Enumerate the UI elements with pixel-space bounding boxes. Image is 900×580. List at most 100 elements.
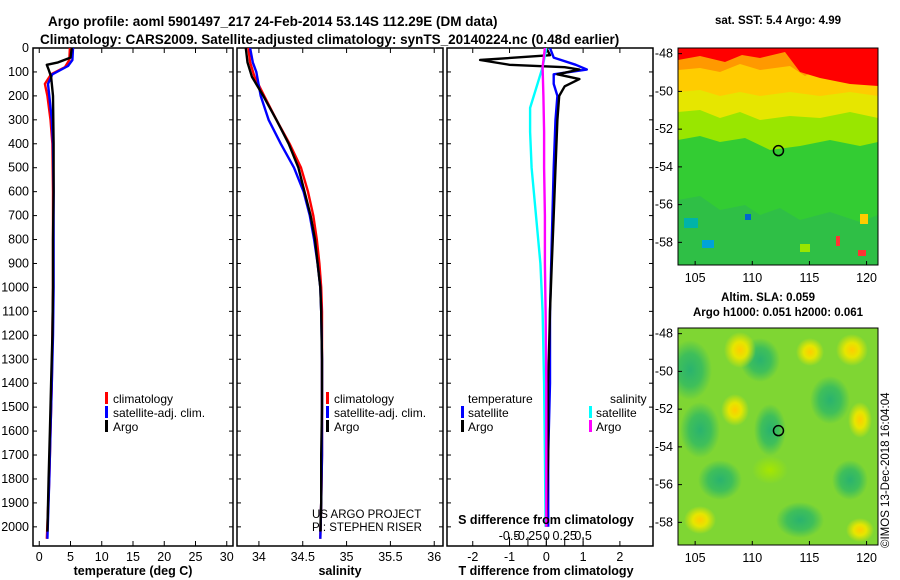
map-y-tick-label: -50 [655, 364, 673, 378]
legend-climatology-label: climatology [334, 392, 394, 406]
legend-satellite-label: satellite-adj. clim. [113, 406, 205, 420]
imos-watermark: ©IMOS 13-Dec-2018 16:04:04 [880, 392, 892, 548]
depth-tick-label: 1900 [1, 496, 29, 510]
map-y-tick-label: -48 [655, 327, 673, 341]
salinity-tick-label: 34.5 [291, 550, 315, 564]
depth-tick-label: 2000 [1, 520, 29, 534]
sla-map-axes: 105 110 115 120 -48 -50 -52 -54 -56 -58 [655, 327, 877, 565]
argo-location-marker [772, 144, 785, 157]
map-y-tick-label: -56 [655, 478, 673, 492]
map-y-tick-label: -48 [655, 47, 673, 61]
depth-tick-label: 900 [8, 256, 29, 270]
difference-tick-label: 2 [616, 550, 623, 564]
temperature-legend: climatology satellite-adj. clim. Argo [105, 392, 205, 434]
map-x-tick-label: 120 [856, 271, 877, 285]
legend-temperature-title: temperature [468, 392, 533, 406]
difference-tick-label: 0 [543, 550, 550, 564]
legend-argo-label: Argo [113, 420, 139, 434]
legend-argo-label: Argo [334, 420, 360, 434]
sst-map-field [678, 48, 878, 265]
sla-map-field [678, 328, 878, 545]
depth-tick-label: 600 [8, 185, 29, 199]
temperature-series-1 [46, 48, 75, 539]
figure-title-line1: Argo profile: aoml 5901497_217 24-Feb-20… [48, 14, 497, 29]
temperature-series-2 [45, 48, 73, 532]
sla-map-title: Altim. SLA: 0.059 [721, 292, 815, 304]
depth-tick-label: 1100 [2, 304, 29, 318]
argo-location-marker [772, 424, 785, 437]
salinity-tick-label: 36 [427, 550, 441, 564]
temperature-tick-label: 10 [95, 550, 109, 564]
map-y-tick-label: -50 [655, 84, 673, 98]
temperature-tick-label: 20 [157, 550, 171, 564]
salinity-difference-tick-label: 0.5 [574, 529, 591, 543]
map-x-tick-label: 115 [799, 271, 819, 285]
salinity-tick-label: 34 [252, 550, 266, 564]
salinity-series-0 [247, 48, 324, 539]
salinity-difference-tick-label: -0.5 [499, 529, 521, 543]
sst-map-axes: 105 110 115 120 -48 -50 -52 -54 -56 -58 [655, 47, 877, 285]
salinity-profiles [244, 48, 324, 539]
sla-map-frame [677, 327, 879, 546]
map-y-tick-label: -58 [655, 235, 673, 249]
depth-tick-label: 1400 [1, 376, 29, 390]
legend-salinity-title: salinity [610, 392, 647, 406]
salinity-x-axis: 34 34.5 35 35.5 36 [252, 48, 441, 564]
map-x-tick-label: 110 [742, 271, 762, 285]
sla-map-subtitle: Argo h1000: 0.051 h2000: 0.061 [693, 307, 864, 319]
difference-xlabel: T difference from climatology [458, 564, 633, 578]
legend-swatch-argo [105, 420, 108, 432]
credit-project: US ARGO PROJECT [312, 509, 421, 521]
difference-series-3 [541, 48, 548, 527]
legend-t-satellite-label: satellite [468, 406, 509, 420]
salinity-difference-tick-label: 0 [543, 529, 550, 543]
map-x-tick-label: 110 [742, 551, 762, 565]
legend-swatch-climatology [326, 392, 329, 404]
figure-title-line2: Climatology: CARS2009. Satellite-adjuste… [40, 32, 619, 47]
temperature-tick-label: 5 [67, 550, 74, 564]
depth-tick-label: 1700 [1, 448, 29, 462]
legend-swatch-argo [326, 420, 329, 432]
depth-tick-label: 0 [22, 41, 29, 55]
depth-tick-label: 800 [8, 233, 29, 247]
difference-tick-label: -1 [504, 550, 515, 564]
legend-swatch-satellite [326, 406, 329, 418]
legend-satellite-label: satellite-adj. clim. [334, 406, 426, 420]
difference-legend: temperature salinity satellite Argo sate… [461, 392, 647, 434]
temperature-tick-label: 25 [189, 550, 203, 564]
salinity-panel-frame [236, 47, 444, 547]
temperature-tick-label: 15 [126, 550, 140, 564]
legend-t-argo-label: Argo [468, 420, 494, 434]
sst-map-frame [677, 47, 879, 266]
legend-swatch-satellite [105, 406, 108, 418]
difference-series-2 [528, 48, 548, 527]
depth-tick-label: 200 [8, 89, 29, 103]
depth-tick-label: 1500 [1, 400, 29, 414]
depth-tick-label: 1200 [1, 328, 29, 342]
depth-tick-label: 100 [8, 65, 29, 79]
temperature-tick-label: 30 [220, 550, 234, 564]
depth-tick-label: 1600 [1, 424, 29, 438]
s-difference-label: S difference from climatology [458, 513, 634, 527]
salinity-tick-label: 35.5 [378, 550, 402, 564]
sst-map-title: sat. SST: 5.4 Argo: 4.99 [715, 15, 841, 27]
temperature-profiles [43, 48, 75, 539]
depth-tick-label: 700 [8, 209, 29, 223]
map-y-tick-label: -54 [655, 160, 673, 174]
temperature-x-axis: 0 5 10 15 20 25 30 [36, 48, 234, 564]
legend-s-argo-label: Argo [596, 420, 622, 434]
temperature-xlabel: temperature (deg C) [74, 564, 193, 578]
map-y-tick-label: -56 [655, 198, 673, 212]
salinity-tick-label: 35 [340, 550, 354, 564]
salinity-legend: climatology satellite-adj. clim. Argo [326, 392, 426, 434]
map-y-tick-label: -54 [655, 440, 673, 454]
salinity-difference-tick-label: -0.25 [514, 529, 543, 543]
depth-tick-label: 400 [8, 137, 29, 151]
difference-tick-label: 1 [580, 550, 587, 564]
salinity-series-2 [244, 48, 324, 532]
difference-x-axis: -2 -1 0 1 2 -0.5-0.25 0 0.250.5 [467, 48, 623, 564]
map-x-tick-label: 120 [856, 551, 877, 565]
depth-tick-label: 1000 [1, 280, 29, 294]
